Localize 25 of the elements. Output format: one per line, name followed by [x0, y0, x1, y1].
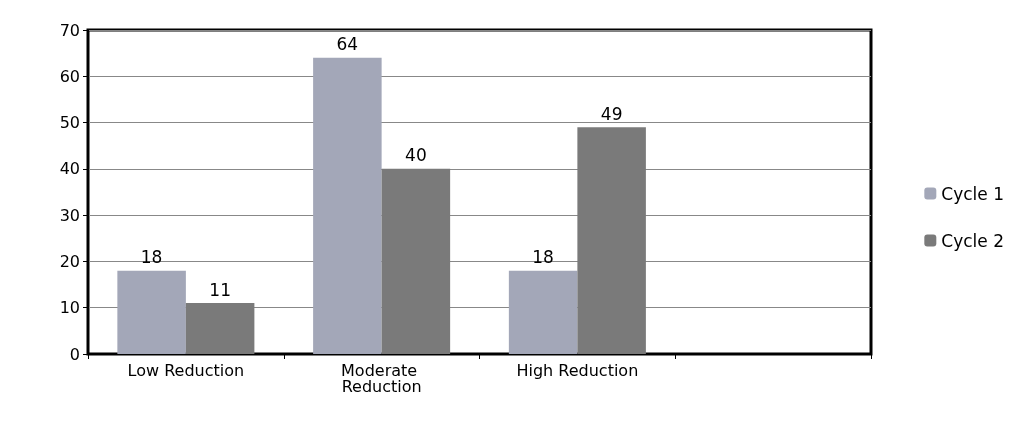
data-label: 11 [209, 279, 231, 300]
y-tick-label: 70 [59, 20, 80, 40]
x-tick-label: Moderate Reduction [341, 360, 423, 396]
bar [185, 303, 255, 354]
y-tick-label: 50 [59, 113, 80, 133]
bar [381, 168, 451, 354]
y-tick-label: 20 [59, 251, 80, 271]
data-label: 64 [336, 34, 359, 55]
x-tick-label: High Reduction [516, 360, 639, 380]
y-tick-label: 10 [59, 298, 80, 318]
bar [117, 270, 186, 354]
legend-label: Cycle 1 [941, 183, 1005, 204]
y-tick-label: 30 [59, 205, 80, 225]
y-tick-label: 0 [69, 344, 80, 364]
bar [577, 127, 646, 354]
bar [508, 270, 578, 354]
data-label: 18 [532, 247, 554, 268]
y-tick-label: 60 [59, 66, 80, 86]
bar [313, 57, 382, 354]
data-label: 49 [600, 103, 623, 124]
data-label: 18 [140, 247, 163, 268]
data-label: 40 [405, 145, 427, 166]
legend-label: Cycle 2 [941, 230, 1005, 251]
x-tick-label: Low Reduction [127, 360, 245, 380]
y-tick-label: 40 [59, 159, 80, 179]
